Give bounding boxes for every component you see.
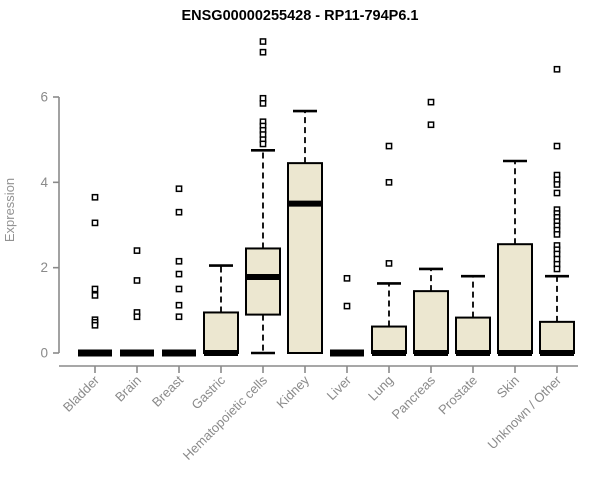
collapsed-box [120,349,154,357]
collapsed-box [78,349,112,357]
x-category-label-7: Lung [365,373,396,404]
x-category-label-0: Bladder [60,372,103,415]
outlier-point-0 [259,38,267,45]
boxplot-liver [330,274,364,357]
outlier-point-0 [385,142,393,150]
collapsed-box [162,349,196,357]
x-category-label-11: Unknown / Other [485,372,565,452]
y-axis: 0 2 4 6 [40,90,60,361]
boxplot-hematopoietic-cells [245,38,281,355]
y-tick-label-2: 4 [40,175,48,190]
outlier-point-1 [343,302,351,310]
outlier-point-3 [91,292,99,299]
iqr-box [455,316,491,355]
outlier-point-0 [427,98,435,106]
collapsed-box [330,349,364,357]
outlier-point-2 [385,260,393,267]
iqr-box [539,320,575,354]
y-tick-label-0: 0 [40,346,48,361]
outlier-point-12 [553,231,561,238]
x-category-label-5: Kidney [273,372,312,411]
boxplot-pancreas [413,98,449,356]
outlier-point-4 [553,181,561,188]
outlier-point-1 [259,48,267,56]
outlier-point-1 [133,277,141,284]
outlier-point-2 [175,257,183,265]
outlier-point-5 [553,189,561,197]
x-category-label-2: Breast [149,372,186,409]
boxplot-skin [497,159,533,356]
outlier-point-0 [553,65,561,73]
y-tick-label-1: 2 [40,260,48,275]
boxplot-breast [162,185,196,357]
iqr-box [413,290,449,354]
outlier-point-3 [259,100,267,107]
outlier-point-1 [427,121,435,129]
outlier-point-4 [175,285,183,293]
outlier-point-3 [133,313,141,321]
boxplot-bladder [78,193,112,357]
outlier-point-0 [133,247,141,254]
outlier-point-6 [175,313,183,321]
x-category-label-6: Liver [324,372,355,403]
boxplot-unknown-other [539,65,575,356]
outlier-point-6 [91,321,99,329]
boxplot-prostate [455,274,491,356]
boxplot-brain [120,247,154,357]
iqr-box [371,325,407,354]
x-category-label-1: Brain [112,373,144,405]
outlier-point-2 [91,285,99,293]
outlier-point-3 [175,270,183,278]
outlier-point-5 [175,301,183,309]
y-axis-title: Expression [2,178,17,242]
y-tick-label-3: 6 [40,90,48,105]
outlier-point-1 [553,142,561,150]
x-category-label-3: Gastric [188,372,228,412]
x-category-label-9: Prostate [435,373,480,418]
outlier-point-0 [91,193,99,201]
iqr-box [203,311,239,355]
outlier-point-0 [343,274,351,282]
boxplot-gastric [203,264,239,356]
outlier-point-1 [175,208,183,216]
x-category-label-10: Skin [494,373,522,401]
boxplot-lung [371,142,407,356]
iqr-box [497,243,533,354]
outlier-point-18 [553,265,561,273]
outlier-point-1 [385,178,393,186]
x-category-label-8: Pancreas [389,372,439,422]
outlier-point-1 [91,219,99,227]
iqr-box [245,247,281,316]
chart-title: ENSG00000255428 - RP11-794P6.1 [181,8,419,24]
iqr-box [287,162,323,354]
outlier-point-9 [259,140,267,148]
outlier-point-0 [175,185,183,193]
boxplot-kidney [287,109,323,354]
